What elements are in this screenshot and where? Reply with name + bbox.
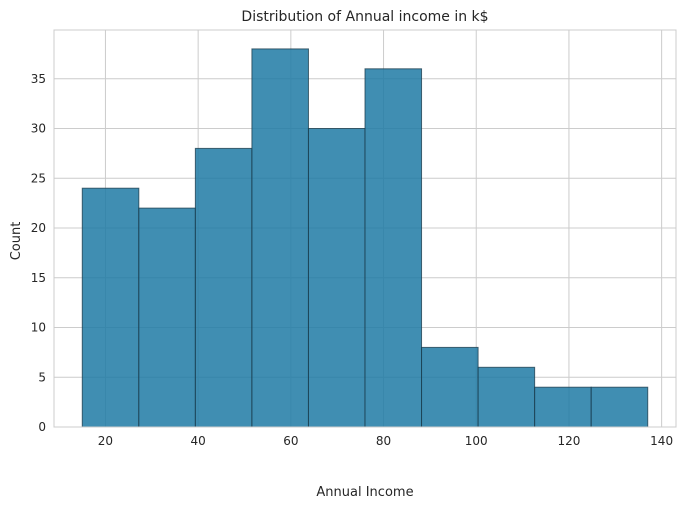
histogram-bar <box>194 147 253 428</box>
histogram-bar <box>534 386 592 428</box>
y-tick-label: 10 <box>31 321 46 335</box>
y-tick-label: 0 <box>38 420 46 434</box>
histogram-bar <box>251 48 309 428</box>
y-tick-label: 20 <box>31 221 46 235</box>
x-tick-label: 40 <box>191 434 206 448</box>
x-tick-label: 120 <box>557 434 580 448</box>
y-tick-label: 5 <box>38 370 46 384</box>
histogram-bar <box>307 128 366 428</box>
histogram-bar <box>81 187 140 428</box>
y-tick-labels: 0 5 10 15 20 25 30 35 <box>31 72 46 434</box>
y-tick-label: 35 <box>31 72 46 86</box>
x-tick-label: 140 <box>650 434 673 448</box>
y-axis-label: Count <box>9 222 24 261</box>
y-tick-label: 30 <box>31 122 46 136</box>
x-tick-labels: 20 40 60 80 100 120 140 <box>98 434 673 448</box>
histogram-bar <box>138 207 196 428</box>
histogram-bar <box>421 346 479 428</box>
chart-title: Distribution of Annual income in k$ <box>241 9 488 25</box>
x-axis-label: Annual Income <box>316 485 413 500</box>
x-tick-label: 80 <box>376 434 391 448</box>
plot-frame <box>53 29 677 428</box>
x-tick-label: 100 <box>465 434 488 448</box>
histogram-bar <box>364 68 423 428</box>
histogram-bars <box>81 48 649 428</box>
x-tick-label: 20 <box>98 434 113 448</box>
histogram-bar <box>590 386 649 428</box>
histogram-bar <box>477 366 536 428</box>
y-tick-label: 25 <box>31 171 46 185</box>
x-tick-label: 60 <box>283 434 298 448</box>
y-tick-label: 15 <box>31 271 46 285</box>
